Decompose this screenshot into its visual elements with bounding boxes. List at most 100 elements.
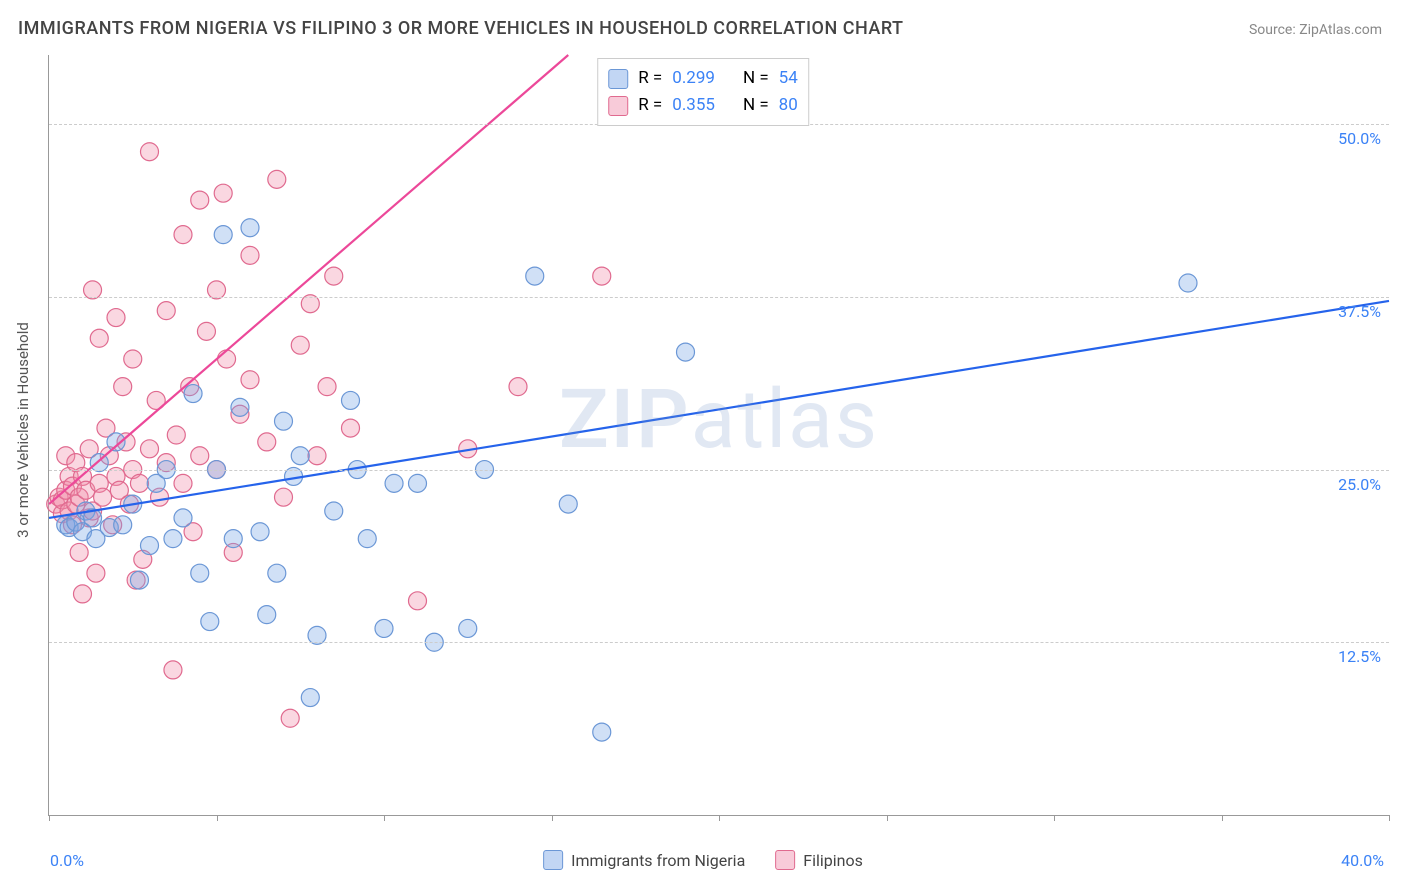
scatter-point [342, 391, 360, 409]
scatter-point [275, 488, 293, 506]
scatter-point [509, 378, 527, 396]
scatter-point [130, 474, 148, 492]
stat-legend-row: R = 0.355 N = 80 [608, 92, 798, 119]
scatter-point [268, 564, 286, 582]
scatter-point [375, 619, 393, 637]
scatter-point [593, 723, 611, 741]
legend-swatch [543, 850, 563, 870]
scatter-point [308, 447, 326, 465]
x-tick [1389, 815, 1390, 821]
x-tick [1222, 815, 1223, 821]
scatter-point [201, 613, 219, 631]
n-label: N = [743, 65, 769, 92]
scatter-point [325, 267, 343, 285]
scatter-point [141, 537, 159, 555]
scatter-point [130, 571, 148, 589]
scatter-point [174, 509, 192, 527]
scatter-point [385, 474, 403, 492]
scatter-point [258, 433, 276, 451]
n-value: 80 [779, 92, 798, 119]
legend-swatch [608, 69, 628, 89]
n-value: 54 [779, 65, 798, 92]
scatter-point [164, 530, 182, 548]
r-label: R = [638, 65, 662, 92]
scatter-point [358, 530, 376, 548]
scatter-point [74, 585, 92, 603]
scatter-point [141, 440, 159, 458]
bottom-legend-item: Filipinos [775, 850, 863, 870]
x-tick-label: 0.0% [50, 851, 84, 870]
x-tick-label: 40.0% [1341, 851, 1384, 870]
scatter-point [167, 426, 185, 444]
r-value: 0.355 [672, 92, 715, 119]
x-tick [887, 815, 888, 821]
bottom-legend: Immigrants from Nigeria Filipinos [543, 850, 863, 870]
scatter-point [107, 309, 125, 327]
scatter-point [191, 564, 209, 582]
y-axis-label: 3 or more Vehicles in Household [14, 322, 32, 538]
scatter-point [191, 191, 209, 209]
n-label: N = [743, 92, 769, 119]
x-tick [1054, 815, 1055, 821]
scatter-point [218, 350, 236, 368]
x-tick [719, 815, 720, 821]
scatter-point [459, 619, 477, 637]
scatter-point [214, 226, 232, 244]
gridline [49, 470, 1389, 471]
x-tick [217, 815, 218, 821]
trend-line [49, 55, 568, 504]
x-tick [49, 815, 50, 821]
scatter-point [559, 495, 577, 513]
scatter-point [231, 398, 249, 416]
legend-label: Immigrants from Nigeria [571, 851, 745, 870]
scatter-point [191, 447, 209, 465]
scatter-point [291, 447, 309, 465]
scatter-point [268, 170, 286, 188]
scatter-point [251, 523, 269, 541]
scatter-point [241, 371, 259, 389]
legend-swatch [775, 850, 795, 870]
plot-area: ZIPatlas 12.5%25.0%37.5%50.0% [48, 55, 1389, 816]
scatter-point [114, 516, 132, 534]
scatter-point [275, 412, 293, 430]
legend-label: Filipinos [803, 851, 863, 870]
r-label: R = [638, 92, 662, 119]
scatter-point [164, 661, 182, 679]
scatter-point [325, 502, 343, 520]
scatter-point [342, 419, 360, 437]
scatter-point [70, 543, 88, 561]
scatter-point [94, 488, 112, 506]
scatter-point [87, 564, 105, 582]
scatter-point [241, 246, 259, 264]
chart-title: IMMIGRANTS FROM NIGERIA VS FILIPINO 3 OR… [18, 18, 904, 39]
x-tick [384, 815, 385, 821]
scatter-point [197, 322, 215, 340]
scatter-point [409, 474, 427, 492]
scatter-point [214, 184, 232, 202]
scatter-point [90, 329, 108, 347]
scatter-point [301, 689, 319, 707]
gridline [49, 297, 1389, 298]
stat-legend: R =0.299N =54R =0.355N =80 [597, 58, 809, 126]
scatter-point [1179, 274, 1197, 292]
scatter-point [241, 219, 259, 237]
scatter-point [174, 226, 192, 244]
trend-line [49, 301, 1389, 518]
scatter-point [174, 474, 192, 492]
source-label: Source: ZipAtlas.com [1249, 22, 1382, 38]
scatter-point [157, 302, 175, 320]
scatter-point [258, 606, 276, 624]
scatter-point [291, 336, 309, 354]
scatter-point [141, 143, 159, 161]
legend-swatch [608, 96, 628, 116]
scatter-point [224, 530, 242, 548]
bottom-legend-item: Immigrants from Nigeria [543, 850, 745, 870]
scatter-point [526, 267, 544, 285]
x-tick [552, 815, 553, 821]
scatter-point [114, 378, 132, 396]
scatter-point [318, 378, 336, 396]
scatter-point [593, 267, 611, 285]
gridline [49, 642, 1389, 643]
plot-svg [49, 55, 1389, 815]
scatter-point [409, 592, 427, 610]
